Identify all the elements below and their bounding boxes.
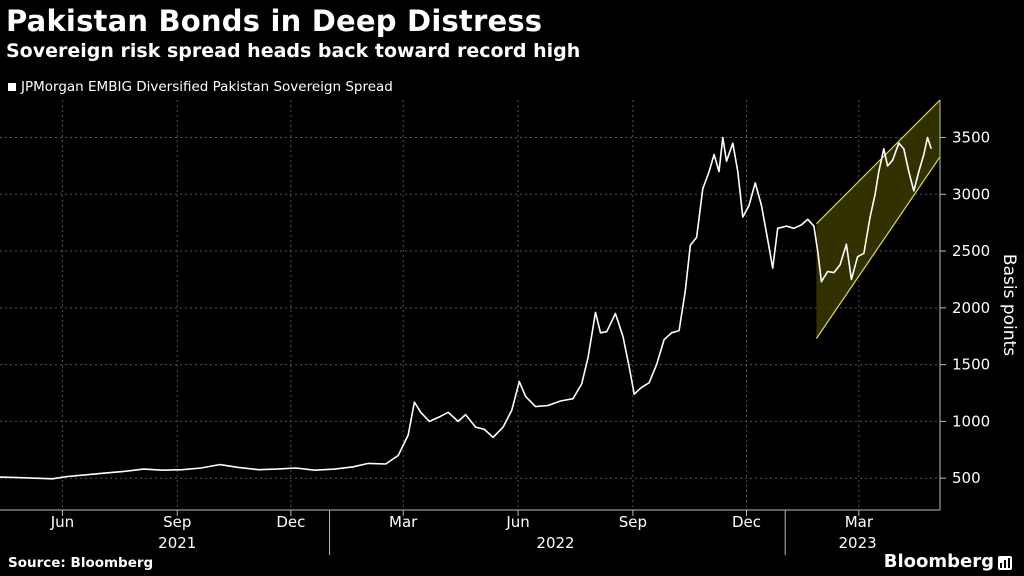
series-line	[0, 136, 933, 480]
chart-title: Pakistan Bonds in Deep Distress	[6, 4, 543, 38]
channel-upper-edge	[815, 99, 941, 225]
x-tick-label: Sep	[163, 513, 191, 531]
y-tick-label: 2000	[952, 299, 990, 317]
x-tick-label: Mar	[389, 513, 418, 531]
trend-channel	[815, 99, 941, 339]
channel-fill	[816, 100, 940, 339]
series-layer	[0, 136, 933, 480]
axis-layer: 500 1000 1500 2000 2500 3000 3500 Jun Sep Dec Mar J…	[0, 100, 1019, 555]
grid-layer	[0, 100, 940, 510]
y-tick-label: 1500	[952, 356, 990, 374]
y-tick-label: 500	[952, 469, 981, 487]
x-tick-label: Mar	[845, 513, 874, 531]
bloomberg-chart-icon	[998, 556, 1012, 570]
bloomberg-logo: Bloomberg	[883, 551, 994, 572]
x-tick-label: Sep	[619, 513, 647, 531]
legend: JPMorgan EMBIG Diversified Pakistan Sove…	[8, 79, 393, 95]
source-note: Source: Bloomberg	[8, 555, 154, 571]
chart-subtitle: Sovereign risk spread heads back toward …	[6, 40, 581, 62]
channel-lower-edge	[815, 156, 941, 339]
y-tick-label: 3000	[952, 185, 990, 203]
x-tick-label: Dec	[276, 513, 305, 531]
legend-label: JPMorgan EMBIG Diversified Pakistan Sove…	[21, 79, 393, 95]
x-tick-label: Jun	[50, 513, 74, 531]
y-tick-label: 2500	[952, 242, 990, 260]
y-tick-label: 3500	[952, 128, 990, 146]
year-label: 2021	[158, 534, 196, 552]
x-tick-label: Jun	[505, 513, 529, 531]
y-tick-label: 1000	[952, 412, 990, 430]
legend-swatch	[8, 83, 16, 91]
year-label: 2022	[536, 534, 574, 552]
x-tick-label: Dec	[732, 513, 761, 531]
y-axis-label: Basis points	[999, 254, 1019, 356]
year-label: 2023	[839, 534, 877, 552]
